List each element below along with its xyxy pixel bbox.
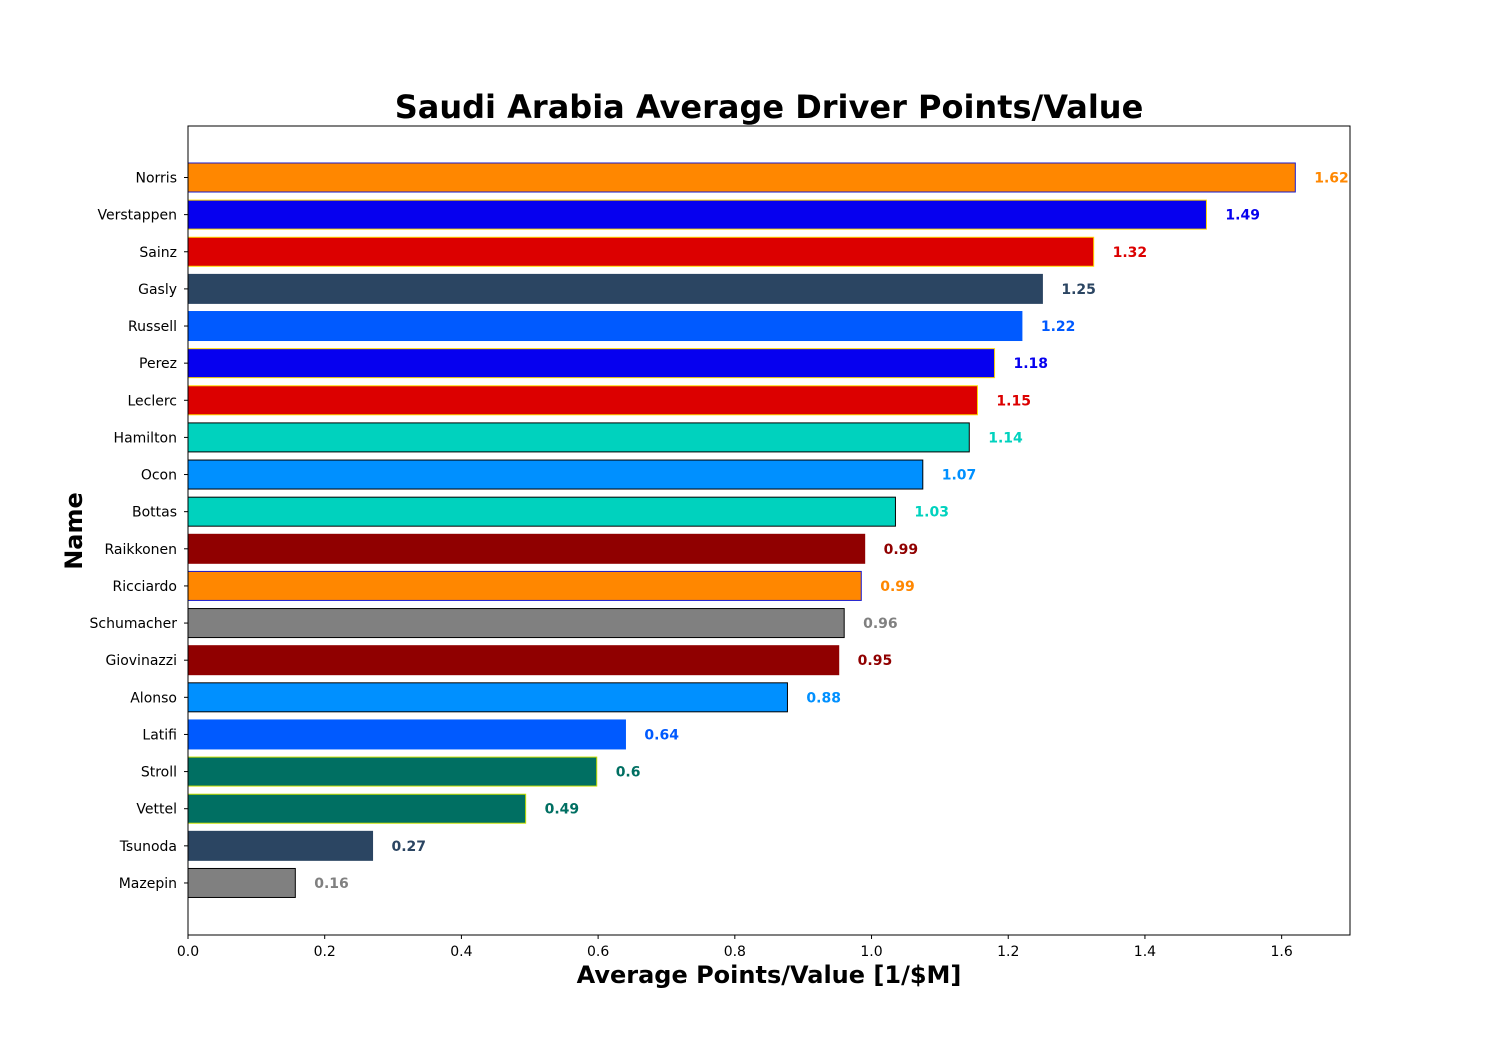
y-tick-label: Ricciardo [113,579,177,595]
y-tick-label: Latifi [142,727,177,743]
x-tick-label: 0.0 [177,944,199,960]
data-label: 0.16 [314,876,349,892]
y-tick-label: Hamilton [114,430,177,446]
x-tick-label: 1.4 [1134,944,1156,960]
data-label: 1.07 [942,468,977,484]
data-label: 1.03 [914,505,949,521]
bar-hamilton [187,422,970,453]
data-label: 0.95 [858,653,893,669]
y-axis: Norris Verstappen Sainz Gasly Russell Perez Le… [90,171,188,892]
data-label: 1.18 [1014,356,1049,372]
bar-verstappen [187,199,1207,230]
x-tick-label: 1.6 [1271,944,1293,960]
y-tick-label: Stroll [141,765,177,781]
bar-ocon [187,459,924,490]
data-label: 1.25 [1061,282,1096,298]
x-tick-label: 0.8 [724,944,746,960]
data-label: 1.22 [1041,319,1076,335]
data-label: 0.99 [880,579,915,595]
bar-ricciardo [187,570,862,601]
data-label: 0.64 [644,727,679,743]
data-label: 1.14 [988,430,1023,446]
bar-raikkonen [187,533,866,564]
bar-russell [187,311,1023,342]
y-tick-label: Raikkonen [104,542,177,558]
data-label: 0.27 [391,839,426,855]
y-tick-label: Gasly [138,282,177,298]
x-tick-label: 0.4 [450,944,472,960]
data-label: 1.32 [1113,245,1148,261]
bar-stroll [187,756,598,787]
x-axis-label: Average Points/Value [1/$M] [577,961,962,989]
bar-alonso [187,682,788,713]
y-tick-label: Norris [136,171,178,187]
bar-sainz [187,236,1095,267]
y-tick-label: Bottas [132,505,177,521]
data-label: 0.88 [806,690,841,706]
bar-norris [187,162,1296,193]
x-axis: 0.0 0.2 0.4 0.6 0.8 1.0 1.2 1.4 1.6 [177,935,1293,960]
y-axis-label: Name [60,492,88,570]
x-tick-label: 0.6 [587,944,609,960]
x-tick-label: 1.0 [860,944,882,960]
data-label: 0.49 [545,802,580,818]
x-tick-label: 1.2 [997,944,1019,960]
y-tick-label: Schumacher [90,616,178,632]
bar-latifi [187,719,626,750]
plot-area: 1.62 1.49 1.32 1.25 1.22 1.18 1.15 1.14 1.07 1.03… [187,162,1349,898]
data-label: 1.49 [1225,208,1260,224]
y-tick-label: Perez [139,356,177,372]
data-label: 1.62 [1314,171,1349,187]
bar-giovinazzi [187,645,840,676]
y-tick-label: Mazepin [119,876,177,892]
y-tick-label: Giovinazzi [105,653,177,669]
data-label: 0.99 [884,542,919,558]
chart-title: Saudi Arabia Average Driver Points/Value [395,88,1144,126]
plot-frame [187,125,1351,936]
y-tick-label: Vettel [136,802,177,818]
bar-vettel [187,793,527,824]
bar-bottas [187,496,896,527]
bar-mazepin [187,867,296,898]
y-tick-label: Verstappen [98,208,177,224]
data-label: 1.15 [996,393,1031,409]
bar-leclerc [187,385,978,416]
y-tick-label: Ocon [141,468,177,484]
y-tick-label: Russell [128,319,177,335]
y-tick-label: Tsunoda [119,839,177,855]
y-tick-label: Leclerc [127,393,177,409]
data-label: 0.96 [863,616,898,632]
bar-gasly [187,273,1043,304]
x-tick-label: 0.2 [314,944,336,960]
bar-tsunoda [187,830,374,861]
y-tick-label: Alonso [130,690,177,706]
y-tick-label: Sainz [139,245,177,261]
data-label: 0.6 [616,765,641,781]
bar-perez [187,348,996,379]
bar-schumacher [187,608,845,639]
